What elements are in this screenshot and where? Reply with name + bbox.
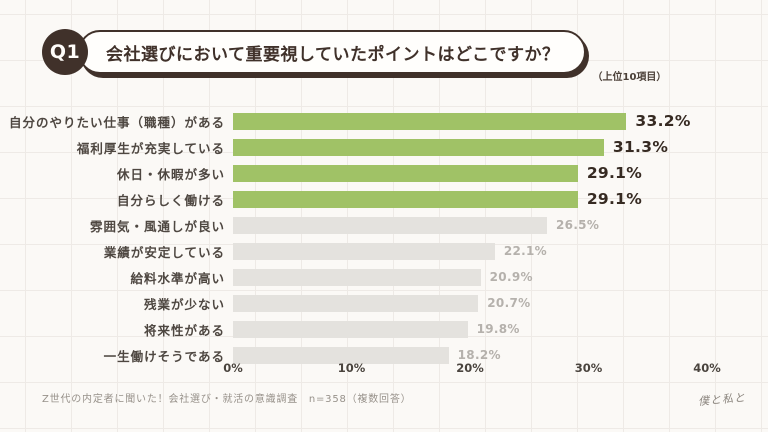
- bar-area: 33.2%: [233, 112, 707, 130]
- chart-row: 休日・休暇が多い 29.1%: [0, 160, 768, 186]
- x-axis-tick: 0%: [223, 361, 243, 375]
- value-label: 18.2%: [457, 348, 501, 362]
- bar-area: 29.1%: [233, 164, 707, 182]
- bar-area: 31.3%: [233, 138, 707, 156]
- chart-row: 残業が少ない 20.7%: [0, 290, 768, 316]
- page-title: 会社選びにおいて重要視していたポイントはどこですか？: [106, 44, 560, 65]
- chart-row: 給料水準が高い 20.9%: [0, 264, 768, 290]
- bar: [233, 268, 481, 286]
- value-label: 31.3%: [612, 138, 669, 156]
- question-number-label: Q1: [49, 41, 81, 63]
- category-label: 自分のやりたい仕事（職種）がある: [8, 114, 225, 130]
- category-label: 業績が安定している: [103, 244, 225, 260]
- category-label: 残業が少ない: [143, 296, 225, 312]
- title-note: （上位10項目）: [592, 72, 667, 83]
- bar-area: 20.7%: [233, 294, 707, 312]
- bar-highlight: [233, 164, 578, 182]
- chart-row: 業績が安定している 22.1%: [0, 238, 768, 264]
- category-label: 自分らしく働ける: [116, 192, 225, 208]
- bar-highlight: [233, 138, 604, 156]
- bar-highlight: [233, 190, 578, 208]
- value-label: 20.7%: [487, 296, 531, 310]
- brand-logo: 僕と私と: [697, 390, 747, 409]
- bar: [233, 320, 468, 338]
- bar: [233, 216, 548, 234]
- bar-area: 29.1%: [233, 190, 707, 208]
- question-number-badge: Q1: [42, 29, 88, 75]
- category-label: 雰囲気・風通しが良い: [89, 218, 225, 234]
- bar-area: 18.2%: [233, 346, 707, 364]
- bar: [233, 346, 449, 364]
- bar-area: 22.1%: [233, 242, 707, 260]
- bar-area: 19.8%: [233, 320, 707, 338]
- bar: [233, 242, 495, 260]
- chart-row: 自分のやりたい仕事（職種）がある 33.2%: [0, 108, 768, 134]
- value-label: 26.5%: [556, 218, 600, 232]
- bar-highlight: [233, 112, 627, 130]
- value-label: 29.1%: [586, 190, 643, 208]
- category-label: 将来性がある: [143, 322, 225, 338]
- category-label: 休日・休暇が多い: [116, 166, 225, 182]
- survey-source-note: Z世代の内定者に聞いた！会社選び・就活の意識調査 n=358（複数回答）: [42, 394, 412, 405]
- x-axis: 0% 10% 20% 30% 40%: [223, 361, 721, 377]
- bar-chart: 自分のやりたい仕事（職種）がある 33.2% 福利厚生が充実している 31.3% 休日・…: [0, 108, 768, 368]
- category-label: 給料水準が高い: [130, 270, 225, 286]
- bar-area: 20.9%: [233, 268, 707, 286]
- bar-area: 26.5%: [233, 216, 707, 234]
- value-label: 33.2%: [635, 112, 691, 130]
- chart-row: 福利厚生が充実している 31.3%: [0, 134, 768, 160]
- value-label: 20.9%: [489, 270, 533, 284]
- question-title-pill: 会社選びにおいて重要視していたポイントはどこですか？: [78, 30, 587, 74]
- value-label: 29.1%: [586, 164, 643, 182]
- x-axis-tick: 10%: [337, 361, 366, 375]
- question-header: Q1 会社選びにおいて重要視していたポイントはどこですか？ （上位10項目）: [42, 29, 666, 83]
- x-axis-tick: 20%: [456, 361, 484, 375]
- chart-row: 自分らしく働ける 29.1%: [0, 186, 768, 212]
- chart-row: 将来性がある 19.8%: [0, 316, 768, 342]
- x-axis-tick: 40%: [693, 361, 721, 375]
- chart-row: 一生働けそうである 18.2%: [0, 342, 768, 368]
- category-label: 一生働けそうである: [103, 348, 225, 364]
- value-label: 22.1%: [503, 244, 548, 258]
- category-label: 福利厚生が充実している: [76, 140, 225, 156]
- value-label: 19.8%: [476, 322, 520, 336]
- bar: [233, 294, 479, 312]
- x-axis-tick: 30%: [574, 361, 603, 375]
- chart-row: 雰囲気・風通しが良い 26.5%: [0, 212, 768, 238]
